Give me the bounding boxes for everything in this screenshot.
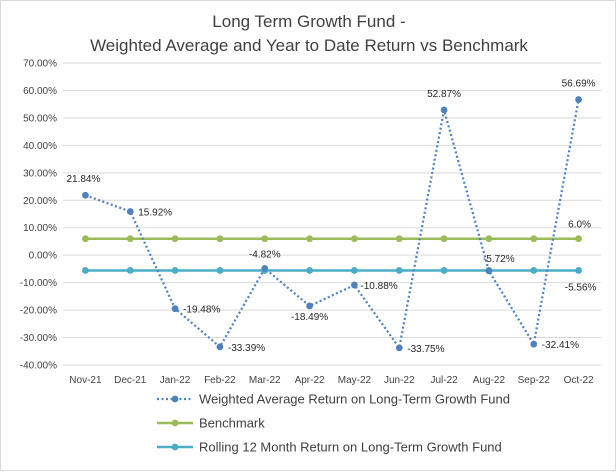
series-1-point xyxy=(530,235,538,243)
series-2-point xyxy=(440,267,448,274)
series-2-point xyxy=(216,267,224,274)
y-tick-label: 40.00% xyxy=(23,141,57,152)
y-tick-label: 60.00% xyxy=(23,86,57,97)
series-0-point xyxy=(306,302,313,310)
data-label: -10.88% xyxy=(360,281,397,292)
series-1-point xyxy=(395,235,403,243)
data-label: -4.82% xyxy=(249,249,281,260)
x-tick-label: Jul-22 xyxy=(430,375,458,386)
y-tick-label: 10.00% xyxy=(23,223,57,234)
series-2-point xyxy=(395,267,403,274)
legend-marker-2 xyxy=(171,443,179,451)
data-label: 21.84% xyxy=(66,174,100,185)
x-tick-label: Aug-22 xyxy=(473,375,506,386)
series-0-point xyxy=(485,267,493,275)
y-tick-label: 70.00% xyxy=(23,59,57,70)
series-2-point xyxy=(575,267,582,274)
series-0-point xyxy=(216,343,224,351)
series-2-point xyxy=(82,267,89,274)
series-0-point xyxy=(82,191,89,199)
y-tick-label: 50.00% xyxy=(23,113,57,124)
legend-marker-0 xyxy=(171,395,179,403)
series-1-point xyxy=(440,235,448,243)
series-0-point xyxy=(575,96,582,103)
series-0-point xyxy=(395,344,403,352)
x-tick-label: Jan-22 xyxy=(160,375,191,386)
chart-title-line-2: Weighted Average and Year to Date Return… xyxy=(90,36,528,55)
series-1-point xyxy=(485,235,493,243)
y-tick-label: -20.00% xyxy=(20,306,57,317)
series-0-point xyxy=(351,281,358,289)
data-label: -18.49% xyxy=(291,312,328,323)
legend-label-1: Benchmark xyxy=(199,416,265,431)
series-1-point xyxy=(171,235,179,243)
series-1-point xyxy=(306,235,313,243)
series-0-point xyxy=(261,265,269,272)
data-label: -32.41% xyxy=(542,340,579,351)
x-tick-label: Sep-22 xyxy=(518,375,551,386)
y-tick-label: -40.00% xyxy=(20,361,57,372)
series-0-point xyxy=(530,340,538,348)
series-1-point xyxy=(575,235,582,243)
rolling-end-label: -5.56% xyxy=(565,282,597,293)
series-1-point xyxy=(261,235,269,243)
series-0-point xyxy=(440,106,448,114)
x-tick-label: Nov-21 xyxy=(69,375,102,386)
data-label: 15.92% xyxy=(138,207,172,218)
series-0-point xyxy=(171,305,179,313)
data-label: -5.72% xyxy=(483,254,515,265)
chart-title-line-1: Long Term Growth Fund - xyxy=(212,12,405,31)
y-tick-label: -30.00% xyxy=(20,333,57,344)
x-tick-label: Apr-22 xyxy=(295,375,325,386)
legend-label-0: Weighted Average Return on Long-Term Gro… xyxy=(199,392,510,407)
series-1-point xyxy=(351,235,358,243)
series-2-point xyxy=(126,267,134,274)
x-tick-label: Feb-22 xyxy=(204,375,236,386)
series-line-0 xyxy=(85,99,580,349)
data-label: 56.69% xyxy=(562,79,596,90)
data-label: -33.39% xyxy=(228,343,265,354)
x-tick-label: May-22 xyxy=(338,375,372,386)
x-tick-label: Jun-22 xyxy=(384,375,415,386)
legend-marker-1 xyxy=(171,419,179,427)
series-1-point xyxy=(82,235,89,243)
series-1-point xyxy=(216,235,224,243)
y-tick-label: 20.00% xyxy=(23,196,57,207)
series-2-point xyxy=(171,267,179,274)
legend-label-2: Rolling 12 Month Return on Long-Term Gro… xyxy=(199,440,502,455)
series-2-point xyxy=(351,267,358,274)
x-tick-label: Oct-22 xyxy=(564,375,594,386)
y-tick-label: 30.00% xyxy=(23,168,57,179)
y-tick-label: 0.00% xyxy=(29,251,57,262)
y-tick-label: -10.00% xyxy=(20,278,57,289)
x-tick-label: Dec-21 xyxy=(114,375,147,386)
data-label: -33.75% xyxy=(407,344,444,355)
series-2-point xyxy=(306,267,313,274)
x-tick-label: Mar-22 xyxy=(249,375,281,386)
series-2-point xyxy=(530,267,538,274)
series-0-point xyxy=(126,208,134,215)
data-label: -19.48% xyxy=(183,305,220,316)
series-1-point xyxy=(126,235,134,243)
benchmark-end-label: 6.0% xyxy=(568,220,591,231)
data-label: 52.87% xyxy=(427,89,461,100)
